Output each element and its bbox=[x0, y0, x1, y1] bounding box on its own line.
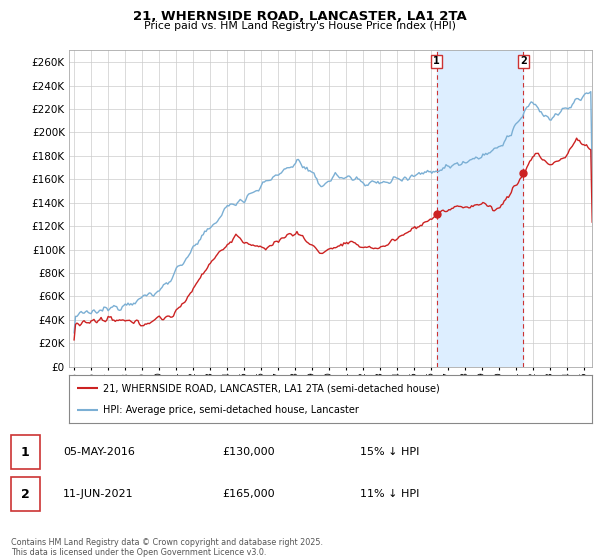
FancyBboxPatch shape bbox=[11, 477, 40, 511]
FancyBboxPatch shape bbox=[11, 435, 40, 469]
Text: Contains HM Land Registry data © Crown copyright and database right 2025.
This d: Contains HM Land Registry data © Crown c… bbox=[11, 538, 323, 557]
Text: 05-MAY-2016: 05-MAY-2016 bbox=[63, 447, 135, 457]
Bar bbox=[437, 50, 523, 367]
Text: 15% ↓ HPI: 15% ↓ HPI bbox=[360, 447, 419, 457]
Text: 2: 2 bbox=[520, 57, 527, 67]
Text: 2: 2 bbox=[21, 488, 29, 501]
Text: 1: 1 bbox=[21, 446, 29, 459]
Text: Price paid vs. HM Land Registry's House Price Index (HPI): Price paid vs. HM Land Registry's House … bbox=[144, 21, 456, 31]
Text: 11-JUN-2021: 11-JUN-2021 bbox=[63, 489, 134, 499]
Text: 11% ↓ HPI: 11% ↓ HPI bbox=[360, 489, 419, 499]
Text: HPI: Average price, semi-detached house, Lancaster: HPI: Average price, semi-detached house,… bbox=[103, 405, 359, 415]
Text: 21, WHERNSIDE ROAD, LANCASTER, LA1 2TA (semi-detached house): 21, WHERNSIDE ROAD, LANCASTER, LA1 2TA (… bbox=[103, 383, 440, 393]
Text: 1: 1 bbox=[433, 57, 440, 67]
Text: £165,000: £165,000 bbox=[222, 489, 275, 499]
Text: 21, WHERNSIDE ROAD, LANCASTER, LA1 2TA: 21, WHERNSIDE ROAD, LANCASTER, LA1 2TA bbox=[133, 10, 467, 23]
Text: £130,000: £130,000 bbox=[222, 447, 275, 457]
